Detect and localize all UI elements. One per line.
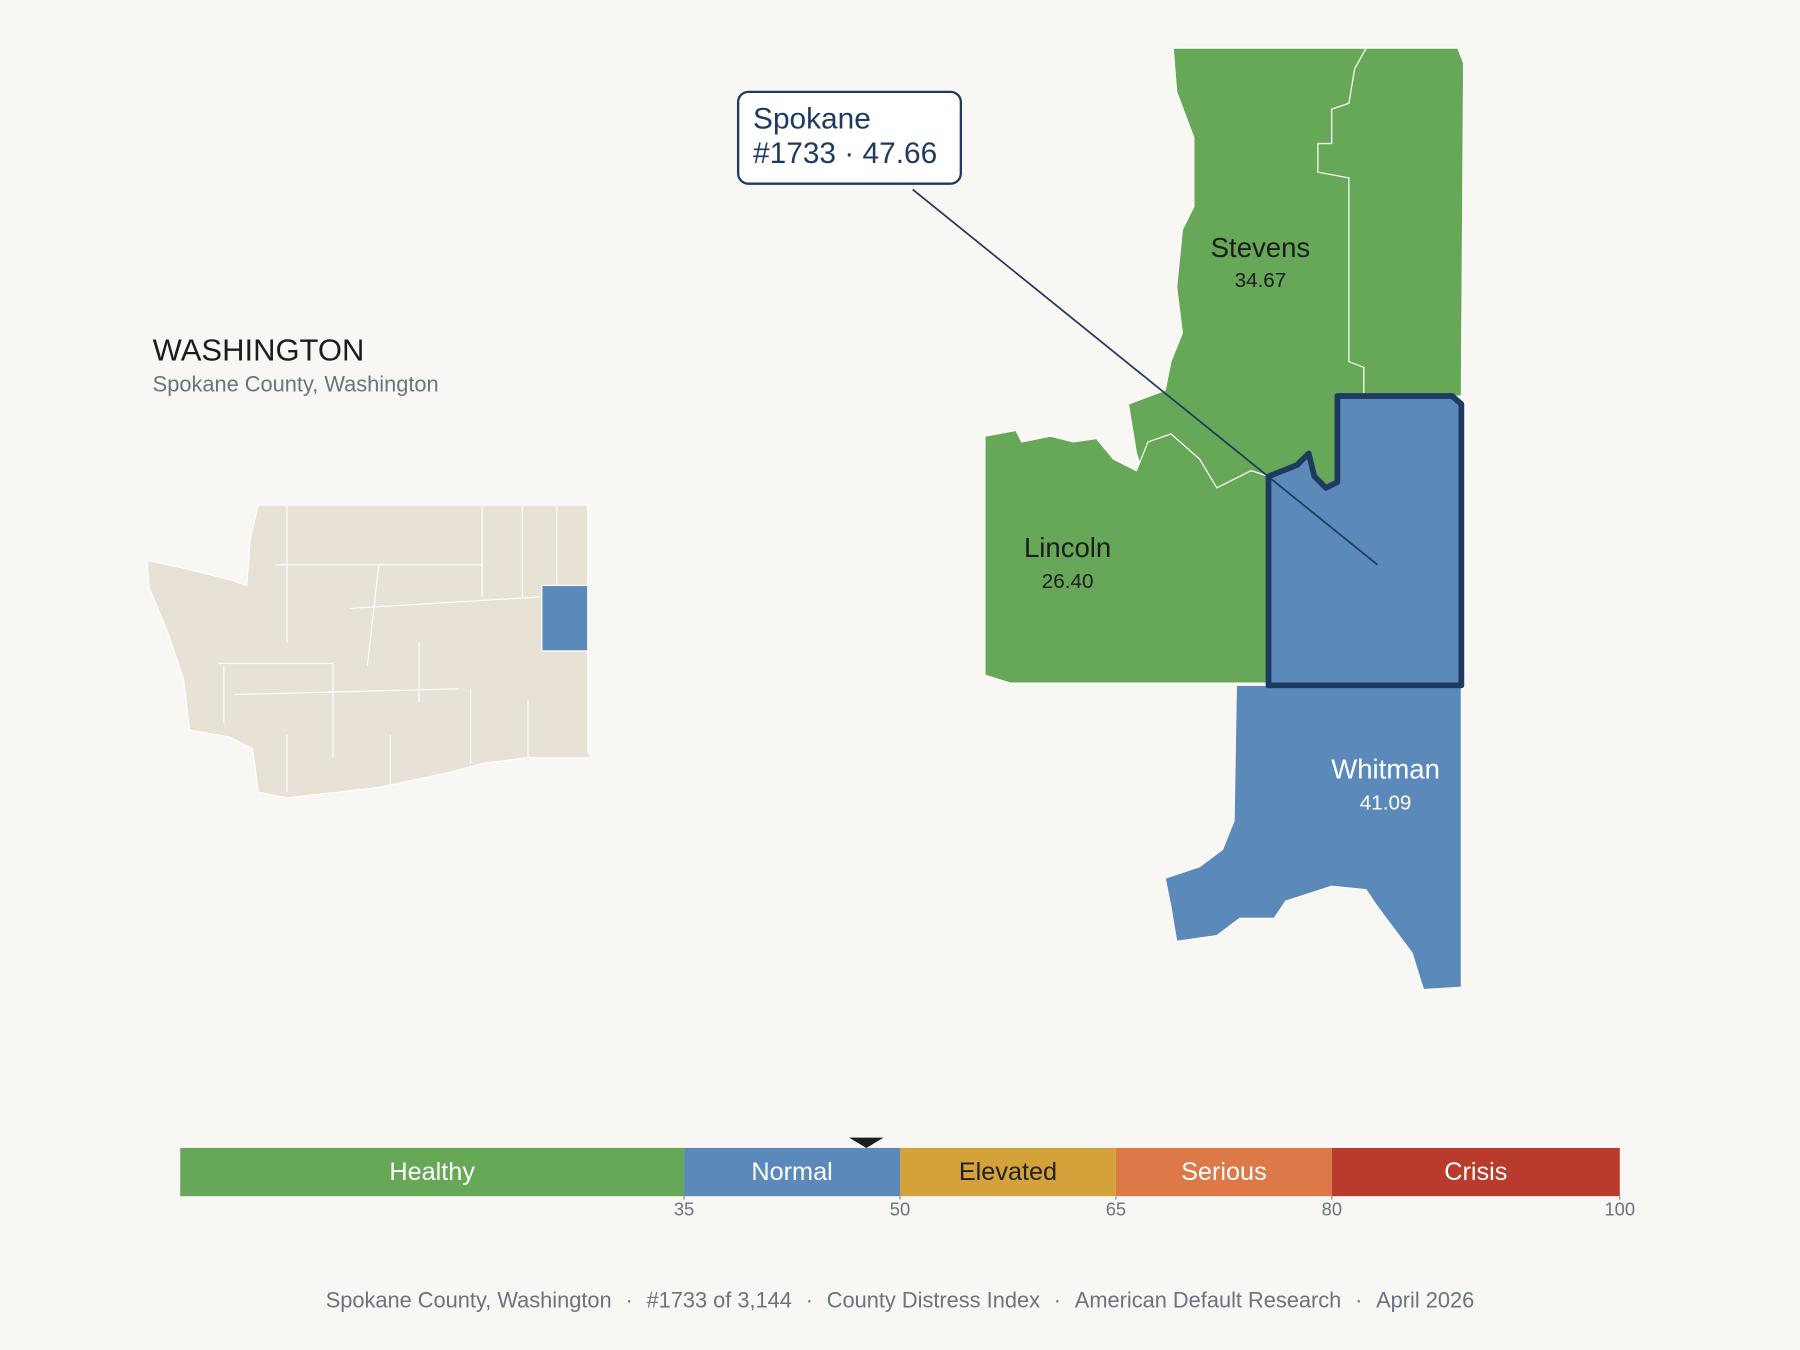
scale-band (684, 1147, 900, 1197)
callout-value: #1733 · 47.66 (753, 137, 937, 170)
scale-band (1115, 1147, 1332, 1197)
state-shape (146, 504, 594, 799)
footer-item: #1733 of 3,144 (646, 1288, 791, 1313)
county-name: Stevens (1211, 232, 1311, 263)
band-label: Serious (1181, 1158, 1267, 1186)
separator: · (1054, 1288, 1061, 1313)
callout: Spokane #1733 · 47.66 (736, 90, 1379, 566)
leader-line (912, 188, 1379, 566)
scale-band (900, 1147, 1116, 1197)
scale-band (1331, 1147, 1620, 1197)
callout-rank: #1733 (753, 137, 836, 170)
county-shape (984, 429, 1270, 684)
callout-box (736, 90, 962, 185)
separator: · (844, 137, 854, 170)
tick-label: 80 (1322, 1199, 1342, 1220)
footer-item: Spokane County, Washington (326, 1288, 612, 1313)
tick-label: 35 (674, 1199, 694, 1220)
state-title: WASHINGTON (153, 332, 365, 367)
footer-item: April 2026 (1376, 1288, 1474, 1313)
county-name: Lincoln (1024, 532, 1111, 563)
scale-band (180, 1147, 685, 1197)
county-score: 26.40 (1042, 570, 1094, 593)
separator: · (1355, 1288, 1362, 1313)
score-marker (849, 1137, 884, 1148)
county-shape (1164, 684, 1462, 991)
band-label: Crisis (1444, 1158, 1507, 1186)
subtitle: Spokane County, Washington (153, 371, 439, 396)
footer: Spokane County, Washington · #1733 of 3,14… (326, 1288, 1475, 1313)
footer-item: County Distress Index (827, 1288, 1040, 1313)
detail-map: Stevens 34.67 Lincoln 26.40 Whitman 41.0… (984, 47, 1465, 991)
tick-label: 50 (890, 1199, 910, 1220)
callout-name: Spokane (753, 103, 871, 136)
scale-bar: Healthy Normal Elevated Serious Crisis 35 50 65… (180, 1137, 1635, 1220)
tick-label: 100 (1604, 1199, 1635, 1220)
callout-score: 47.66 (863, 137, 938, 170)
highlighted-county (541, 584, 589, 652)
separator: · (806, 1288, 813, 1313)
county-borders (218, 505, 558, 793)
state-locator (146, 504, 594, 799)
footer-item: American Default Research (1075, 1288, 1342, 1313)
band-label: Normal (751, 1158, 832, 1186)
county-name: Whitman (1331, 753, 1440, 784)
separator: · (625, 1288, 632, 1313)
county-score: 41.09 (1360, 791, 1412, 814)
tick-label: 65 (1106, 1199, 1126, 1220)
selected-county[interactable] (1265, 393, 1465, 689)
band-label: Healthy (389, 1158, 475, 1186)
county-score: 34.67 (1235, 269, 1287, 292)
band-label: Elevated (959, 1158, 1057, 1186)
